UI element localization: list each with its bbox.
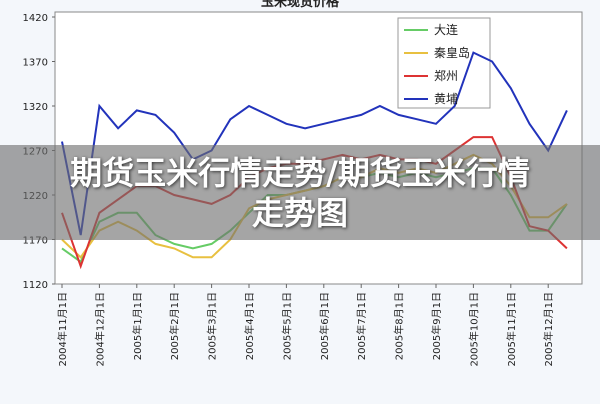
- y-tick-label: 1420: [23, 13, 48, 24]
- x-tick-label: 2005年2月1日: [168, 292, 181, 360]
- x-tick-label: 2005年3月1日: [206, 292, 219, 360]
- y-tick-label: 1370: [23, 58, 48, 69]
- caption-banner: 期货玉米行情走势/期货玉米行情走势图: [0, 145, 600, 240]
- x-tick-label: 2005年7月1日: [355, 292, 368, 360]
- x-tick-label: 2004年12月1日: [93, 292, 106, 367]
- legend-label: 大连: [434, 22, 458, 37]
- x-tick-label: 2005年8月1日: [393, 292, 406, 360]
- caption: 期货玉米行情走势/期货玉米行情走势图: [70, 153, 530, 232]
- x-tick-label: 2005年4月1日: [243, 292, 256, 360]
- x-tick-label: 2005年1月1日: [131, 292, 144, 360]
- legend-label: 黄埔: [434, 92, 458, 106]
- x-tick-label: 2005年9月1日: [430, 292, 443, 360]
- y-tick-label: 1120: [23, 280, 48, 291]
- y-tick-label: 1170: [23, 236, 48, 247]
- x-tick-label: 2005年6月1日: [318, 292, 331, 360]
- x-tick-label: 2005年10月1日: [467, 292, 480, 367]
- x-tick-label: 2005年12月1日: [542, 292, 555, 367]
- y-tick-label: 1320: [23, 102, 48, 113]
- x-tick-label: 2005年11月1日: [505, 292, 518, 367]
- series-line: [61, 51, 568, 236]
- x-tick-label: 2004年11月1日: [56, 292, 69, 367]
- legend-box: [397, 17, 491, 109]
- legend-label: 秦皇岛: [434, 45, 470, 60]
- legend-label: 郑州: [434, 68, 458, 83]
- chart-title: 玉米现货价格: [261, 0, 340, 10]
- x-tick-label: 2005年5月1日: [280, 292, 293, 360]
